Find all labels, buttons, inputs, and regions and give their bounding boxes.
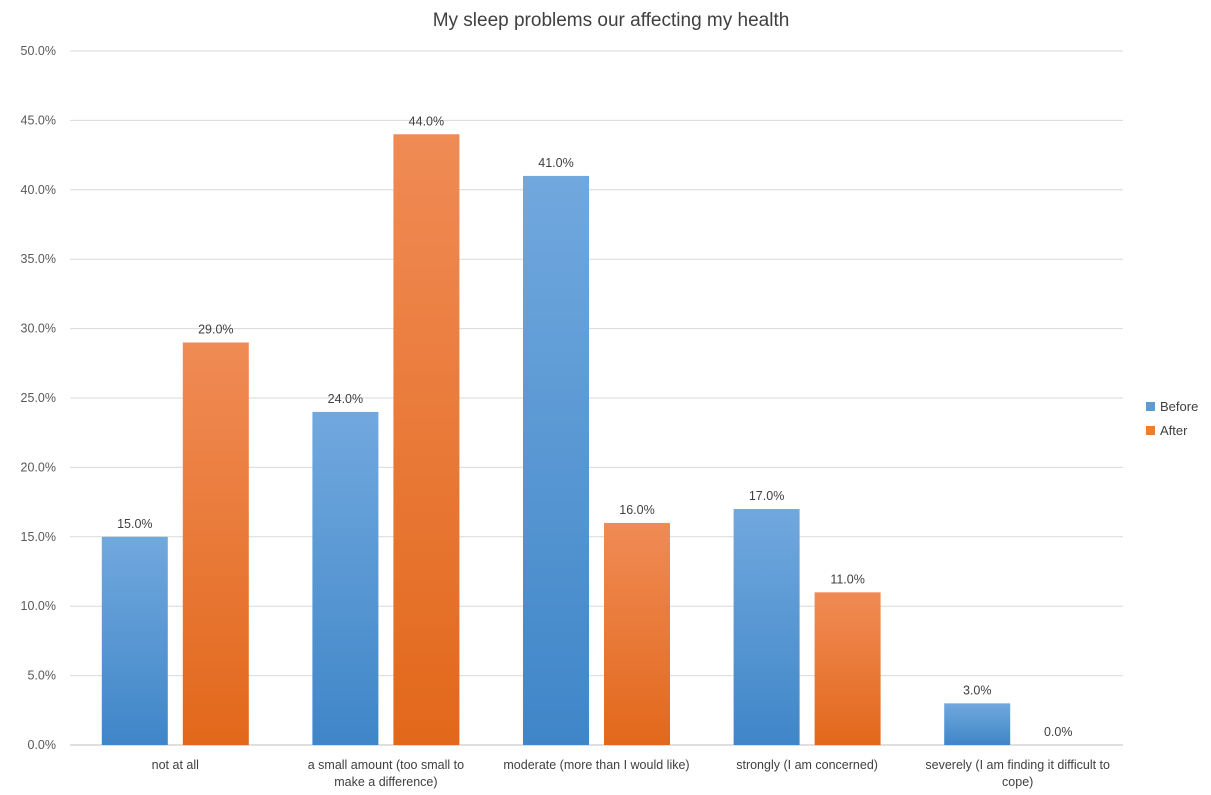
legend-swatch-after: [1146, 425, 1155, 435]
chart-title: My sleep problems our affecting my healt…: [432, 10, 790, 31]
bar-before: [944, 703, 1011, 745]
legend-swatch-before: [1146, 401, 1155, 411]
bar-after: [182, 342, 249, 745]
y-tick-label: 50.0%: [21, 44, 56, 58]
legend-label-after: After: [1160, 422, 1188, 438]
x-tick-label: not at all: [151, 758, 199, 772]
y-tick-label: 15.0%: [21, 530, 56, 544]
y-tick-label: 0.0%: [28, 738, 57, 752]
data-label: 15.0%: [117, 517, 152, 531]
legend-item-after: After: [1146, 421, 1198, 439]
bar-before: [312, 411, 379, 745]
bar-after: [814, 592, 881, 745]
x-tick-label: moderate (more than I would like): [503, 758, 690, 772]
data-label: 11.0%: [830, 572, 865, 586]
bar-after: [393, 134, 460, 745]
x-tick-label: severely (I am finding it difficult to c…: [925, 758, 1110, 789]
y-tick-label: 45.0%: [21, 113, 56, 127]
data-label: 29.0%: [198, 322, 233, 336]
y-tick-label: 25.0%: [21, 391, 56, 405]
x-tick-label: strongly (I am concerned): [736, 758, 878, 772]
y-tick-label: 35.0%: [21, 252, 56, 266]
bar-before: [101, 536, 168, 745]
bar-before: [733, 509, 800, 745]
data-label: 3.0%: [963, 683, 992, 697]
bar-before: [523, 175, 589, 746]
bar-after: [604, 522, 670, 745]
y-tick-label: 20.0%: [21, 460, 56, 474]
y-tick-label: 40.0%: [21, 183, 56, 197]
data-label: 17.0%: [749, 489, 784, 503]
x-tick-label: a small amount (too small to make a diff…: [307, 758, 465, 789]
y-tick-label: 5.0%: [28, 669, 57, 683]
y-tick-label: 30.0%: [21, 322, 56, 336]
data-label: 44.0%: [409, 114, 444, 128]
data-label: 0.0%: [1044, 725, 1073, 739]
y-tick-label: 10.0%: [21, 599, 56, 613]
data-label: 41.0%: [538, 156, 573, 170]
legend: Before After: [1146, 397, 1198, 445]
legend-item-before: Before: [1146, 397, 1198, 415]
data-label: 24.0%: [328, 392, 363, 406]
data-label: 16.0%: [619, 503, 654, 517]
legend-label-before: Before: [1160, 398, 1199, 414]
